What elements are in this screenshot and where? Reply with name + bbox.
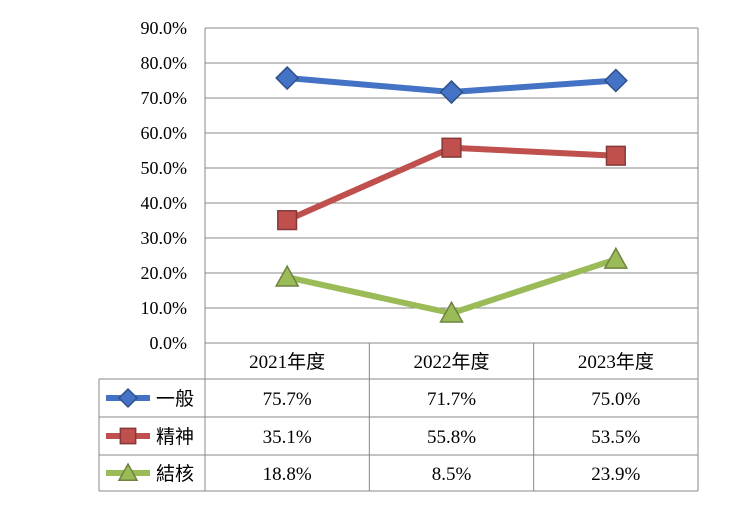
y-tick-label: 60.0% [141,123,188,143]
y-tick-label: 20.0% [141,263,188,283]
legend-series-name: 精神 [156,426,194,448]
y-tick-label: 0.0% [150,333,188,353]
x-category-label: 2023年度 [578,351,654,373]
y-tick-label: 90.0% [141,18,188,38]
legend-series-name: 結核 [156,463,194,485]
y-axis-tick-labels: 0.0% 10.0% 20.0% 30.0% 40.0% 50.0% 60.0% 70.0% 8… [141,18,188,353]
legend-key-marker [119,427,137,445]
table-value-cell: 18.8% [263,464,312,485]
series-1 [275,65,628,105]
x-category-label: 2022年度 [413,351,489,373]
y-tick-label: 30.0% [141,228,188,248]
y-tick-label: 80.0% [141,53,188,73]
series-line [285,144,616,223]
table-value-cell: 71.7% [427,389,476,410]
legend-key-marker [117,462,139,481]
legend-series-name: 一般 [156,388,194,410]
legend-key-marker [117,387,139,409]
y-tick-label: 40.0% [141,193,188,213]
y-tick-label: 70.0% [141,88,188,108]
data-point [603,68,628,93]
y-tick-label: 10.0% [141,298,188,318]
data-point [605,145,626,166]
data-point [439,79,464,105]
table-value-cell: 53.5% [591,427,640,448]
data-point [441,137,462,158]
series-3 [274,246,629,323]
x-category-label: 2021年度 [249,351,325,373]
data-point [603,246,629,269]
data-point [439,300,464,323]
data-point [277,210,298,231]
table-value-cell: 8.5% [432,464,472,485]
table-value-cell: 75.7% [263,389,312,410]
series-2 [277,137,626,231]
table-value-cell: 75.0% [591,389,640,410]
table-value-cell: 35.1% [263,427,312,448]
data-point [274,264,300,287]
y-tick-label: 50.0% [141,158,188,178]
table-value-cell: 55.8% [427,427,476,448]
data-point [275,65,300,91]
series-lines [274,65,629,323]
table-value-cell: 23.9% [591,464,640,485]
